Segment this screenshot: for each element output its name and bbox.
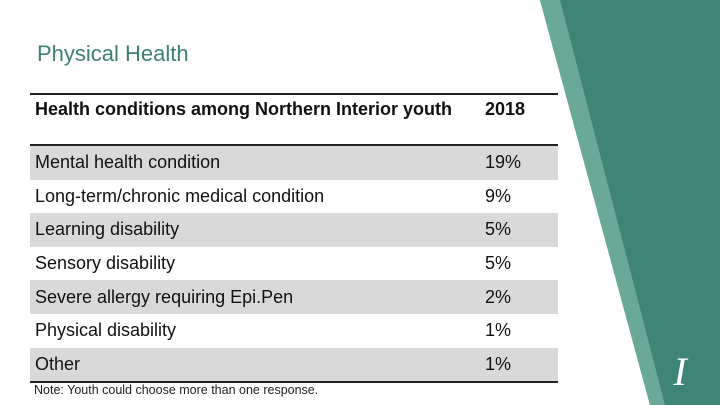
table-row: Long-term/chronic medical condition 9% <box>30 180 558 214</box>
percent-cell: 9% <box>485 185 512 206</box>
column-header: 2018 <box>485 99 526 119</box>
table-row: Physical disability 1% <box>30 314 558 348</box>
table-row: Learning disability 5% <box>30 213 558 247</box>
table: Health conditions among Northern Interio… <box>30 93 558 383</box>
title: Physical Health <box>37 41 189 66</box>
percent-cell: 5% <box>485 253 512 274</box>
percent-cell: 1% <box>485 320 512 341</box>
table-row: Sensory disability 5% <box>30 247 558 281</box>
light-stripe <box>540 0 665 405</box>
condition-cell: Severe allergy requiring Epi.Pen <box>35 286 294 307</box>
logo: I <box>672 349 688 394</box>
percent-cell: 19% <box>485 152 522 173</box>
percent-cell: 2% <box>485 286 512 307</box>
table-row: Severe allergy requiring Epi.Pen 2% <box>30 280 558 314</box>
percent-cell: 1% <box>485 353 512 374</box>
header-row: Health conditions among Northern Interio… <box>30 94 558 145</box>
table-row: Mental health condition 19% <box>30 145 558 180</box>
condition-cell: Learning disability <box>35 219 180 240</box>
condition-cell: Long-term/chronic medical condition <box>35 185 325 206</box>
condition-cell: Physical disability <box>35 320 177 341</box>
note: Note: Youth could choose more than one r… <box>34 383 319 397</box>
condition-cell: Mental health condition <box>35 152 221 173</box>
column-header: Health conditions among Northern Interio… <box>35 99 453 119</box>
condition-cell: Sensory disability <box>35 253 176 274</box>
table-row: Other 1% <box>30 347 558 383</box>
percent-cell: 5% <box>485 219 512 240</box>
condition-cell: Other <box>35 353 81 374</box>
